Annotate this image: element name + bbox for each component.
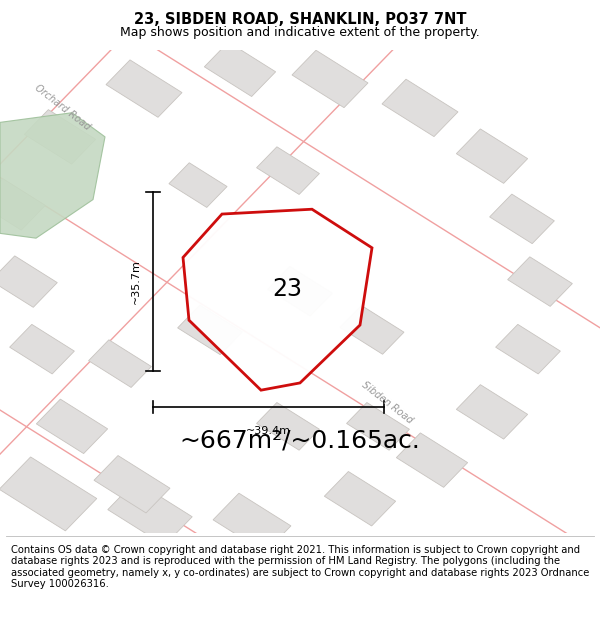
Polygon shape xyxy=(108,481,192,545)
Polygon shape xyxy=(397,433,467,488)
Polygon shape xyxy=(213,493,291,552)
Polygon shape xyxy=(268,266,332,316)
Polygon shape xyxy=(178,305,242,354)
Polygon shape xyxy=(205,42,275,96)
Polygon shape xyxy=(496,324,560,374)
Polygon shape xyxy=(457,129,527,183)
Text: ~39.4m: ~39.4m xyxy=(246,426,291,436)
Polygon shape xyxy=(0,179,45,230)
Text: ~667m²/~0.165ac.: ~667m²/~0.165ac. xyxy=(179,429,421,453)
Polygon shape xyxy=(10,324,74,374)
Text: 23, SIBDEN ROAD, SHANKLIN, PO37 7NT: 23, SIBDEN ROAD, SHANKLIN, PO37 7NT xyxy=(134,12,466,28)
Polygon shape xyxy=(106,60,182,118)
Text: Contains OS data © Crown copyright and database right 2021. This information is : Contains OS data © Crown copyright and d… xyxy=(11,544,589,589)
Polygon shape xyxy=(382,79,458,137)
Polygon shape xyxy=(0,457,97,531)
Polygon shape xyxy=(257,402,319,450)
Polygon shape xyxy=(340,306,404,354)
Text: Orchard Road: Orchard Road xyxy=(33,83,92,132)
Polygon shape xyxy=(508,257,572,306)
Polygon shape xyxy=(325,471,395,526)
Polygon shape xyxy=(94,456,170,513)
Text: 23: 23 xyxy=(272,276,302,301)
Text: Map shows position and indicative extent of the property.: Map shows position and indicative extent… xyxy=(120,26,480,39)
Text: ~35.7m: ~35.7m xyxy=(131,259,141,304)
Polygon shape xyxy=(457,384,527,439)
Polygon shape xyxy=(183,209,372,390)
Polygon shape xyxy=(169,162,227,208)
Polygon shape xyxy=(0,256,57,308)
Polygon shape xyxy=(37,399,107,454)
Polygon shape xyxy=(89,340,151,388)
Polygon shape xyxy=(490,194,554,244)
Polygon shape xyxy=(257,147,319,194)
Text: Sibden Road: Sibden Road xyxy=(360,379,415,425)
Polygon shape xyxy=(292,50,368,108)
Polygon shape xyxy=(347,402,409,450)
Polygon shape xyxy=(25,109,95,164)
Polygon shape xyxy=(0,112,105,238)
